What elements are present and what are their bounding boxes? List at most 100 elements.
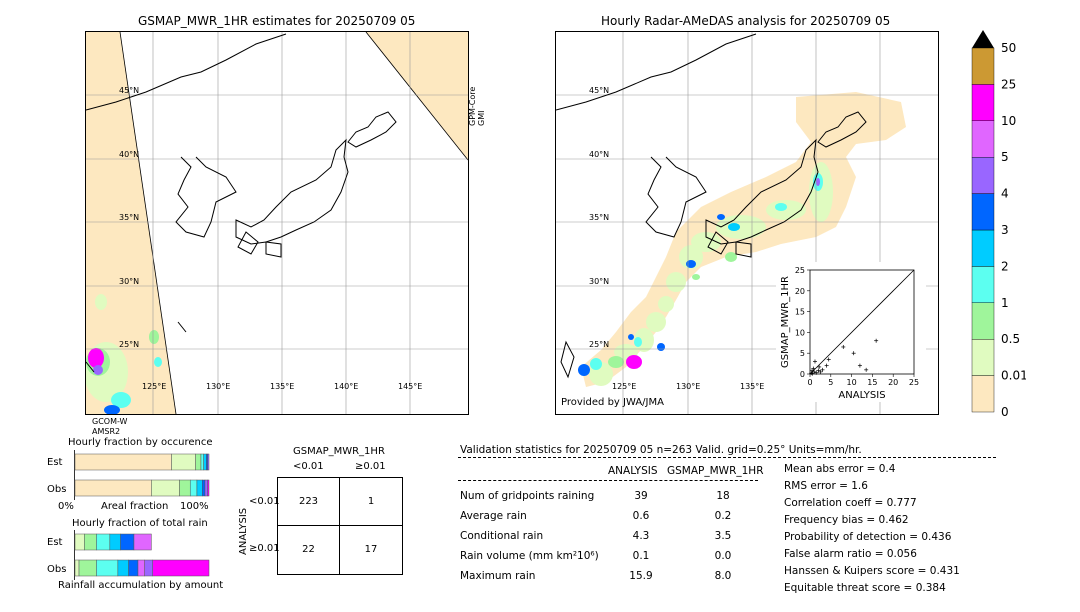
left-map-panel bbox=[85, 31, 469, 415]
contingency-col-1: ≥0.01 bbox=[355, 461, 386, 472]
colorbar-box-1 bbox=[971, 339, 995, 376]
scatter-xtick-5: 25 bbox=[909, 378, 919, 387]
left-gridlines bbox=[86, 32, 468, 414]
left-sensor-bottom-1: GCOM-W bbox=[92, 417, 128, 426]
frac-total-title: Hourly fraction of total rain bbox=[72, 518, 208, 529]
occ-est-seg-6 bbox=[207, 453, 210, 471]
validation-score-7: Equitable threat score = 0.384 bbox=[784, 582, 946, 594]
tot-obs-seg-0 bbox=[74, 559, 80, 577]
tot-obs-seg-2 bbox=[96, 559, 119, 577]
validation-row-label-0: Num of gridpoints raining bbox=[460, 490, 595, 502]
scatter-point-2 bbox=[812, 369, 817, 374]
scatter-point-5 bbox=[818, 369, 823, 374]
colorbar-tick-5: 3 bbox=[1001, 223, 1009, 237]
contingency-cell-a: 223 bbox=[298, 496, 319, 507]
right-lon-125: 125°E bbox=[612, 382, 637, 391]
contingency-grid: 223 1 22 17 bbox=[277, 477, 403, 575]
colorbar-box-7 bbox=[971, 120, 995, 158]
left-sensor-bottom-2: AMSR2 bbox=[92, 427, 121, 436]
tot-est-seg-1 bbox=[84, 533, 97, 551]
validation-row-analysis-0: 39 bbox=[634, 490, 648, 502]
scatter-diagonal bbox=[809, 269, 915, 375]
right-lat-45: 45°N bbox=[589, 86, 610, 95]
scatter-inset: 0 5 10 15 20 25 0 5 10 15 20 25 ANALYSIS GSMAP_MWR… bbox=[780, 266, 919, 401]
validation-divider bbox=[458, 457, 996, 458]
validation-col-divider bbox=[458, 480, 758, 481]
scatter-point-10 bbox=[817, 364, 822, 369]
validation-score-1: RMS error = 1.6 bbox=[784, 480, 868, 492]
left-lat-40: 40°N bbox=[119, 150, 140, 159]
occ-obs-seg-3 bbox=[189, 479, 198, 497]
frac-total-chart bbox=[74, 530, 210, 580]
validation-row-analysis-2: 4.3 bbox=[632, 530, 650, 542]
occ-obs-seg-4 bbox=[196, 479, 203, 497]
occ-est-seg-0 bbox=[74, 453, 172, 471]
scatter-xlabel: ANALYSIS bbox=[838, 390, 885, 401]
validation-header: Validation statistics for 20250709 05 n=… bbox=[460, 444, 862, 456]
colorbar-tick-0: 0 bbox=[1001, 405, 1009, 419]
occ-obs-seg-1 bbox=[151, 479, 180, 497]
right-lat-40: 40°N bbox=[589, 150, 610, 159]
left-lon-135: 135°E bbox=[270, 382, 295, 391]
tot-obs-seg-3 bbox=[117, 559, 129, 577]
scatter-point-8 bbox=[826, 357, 831, 362]
right-coastlines bbox=[556, 33, 867, 379]
contingency-cell-d: 17 bbox=[364, 544, 378, 555]
frac-occ-chart bbox=[74, 450, 210, 500]
colorbar-tick-7: 5 bbox=[1001, 150, 1009, 164]
occ-est-seg-2 bbox=[195, 453, 202, 471]
colorbar-box-0 bbox=[971, 375, 995, 413]
colorbar-box-2 bbox=[971, 302, 995, 340]
occ-est-seg-3 bbox=[200, 453, 204, 471]
right-lat-30: 30°N bbox=[589, 277, 610, 286]
validation-row-analysis-3: 0.1 bbox=[632, 550, 650, 562]
left-lon-145: 145°E bbox=[398, 382, 423, 391]
left-map bbox=[86, 32, 468, 414]
colorbar-tick-8: 10 bbox=[1001, 114, 1016, 128]
validation-row-analysis-1: 0.6 bbox=[632, 510, 650, 522]
validation-row-gsmap-3: 0.0 bbox=[714, 550, 732, 562]
scatter-point-4 bbox=[816, 368, 821, 373]
occ-obs-seg-6 bbox=[204, 479, 208, 497]
colorbar-box-9 bbox=[971, 47, 995, 85]
left-coastlines bbox=[86, 33, 397, 373]
radar-rain bbox=[578, 162, 833, 386]
tot-obs-seg-5 bbox=[137, 559, 145, 577]
right-map-panel bbox=[555, 31, 939, 415]
colorbar: 0 0.01 0.5 1 2 3 4 5 10 25 50 bbox=[971, 30, 1026, 419]
left-lat-35: 35°N bbox=[119, 213, 140, 222]
right-lon-135: 135°E bbox=[740, 382, 765, 391]
scatter-point-13 bbox=[851, 351, 856, 356]
frac-total-caption: Rainfall accumulation by amount bbox=[58, 580, 224, 591]
frac-occ-axis-mid: Areal fraction bbox=[101, 501, 169, 512]
colorbar-tick-4: 2 bbox=[1001, 259, 1009, 273]
left-lon-125: 125°E bbox=[142, 382, 167, 391]
scatter-ylabel: GSMAP_MWR_1HR bbox=[780, 276, 791, 368]
left-rain-taiwan bbox=[86, 294, 162, 414]
validation-score-3: Frequency bias = 0.462 bbox=[784, 514, 909, 526]
contingency-title: GSMAP_MWR_1HR bbox=[293, 446, 385, 457]
contingency-cell-b: 1 bbox=[367, 496, 375, 507]
validation-row-analysis-4: 15.9 bbox=[629, 570, 653, 582]
scatter-xtick-4: 20 bbox=[888, 378, 898, 387]
validation-score-4: Probability of detection = 0.436 bbox=[784, 531, 952, 543]
swath-left bbox=[86, 32, 176, 414]
validation-row-gsmap-1: 0.2 bbox=[714, 510, 732, 522]
frac-total-obs-label: Obs bbox=[47, 564, 67, 575]
scatter-point-17 bbox=[810, 368, 815, 373]
contingency-row-axis: ANALYSIS bbox=[238, 507, 249, 555]
frac-occ-axis-right: 100% bbox=[180, 501, 209, 512]
tot-obs-seg-4 bbox=[128, 559, 139, 577]
occ-obs-seg-0 bbox=[74, 479, 152, 497]
validation-col-gsmap: GSMAP_MWR_1HR bbox=[667, 465, 764, 477]
occ-obs-seg-2 bbox=[179, 479, 191, 497]
occ-est-seg-4 bbox=[203, 453, 207, 471]
tot-obs-seg-7 bbox=[152, 559, 210, 577]
contingency-row-0: <0.01 bbox=[249, 496, 280, 507]
contingency-cell-c: 22 bbox=[302, 544, 315, 555]
left-map-title: GSMAP_MWR_1HR estimates for 20250709 05 bbox=[138, 14, 416, 28]
colorbar-extend-arrow bbox=[972, 30, 994, 48]
validation-row-gsmap-2: 3.5 bbox=[714, 530, 732, 542]
colorbar-tick-10: 50 bbox=[1001, 41, 1016, 55]
frac-occ-axis-left: 0% bbox=[58, 501, 74, 512]
